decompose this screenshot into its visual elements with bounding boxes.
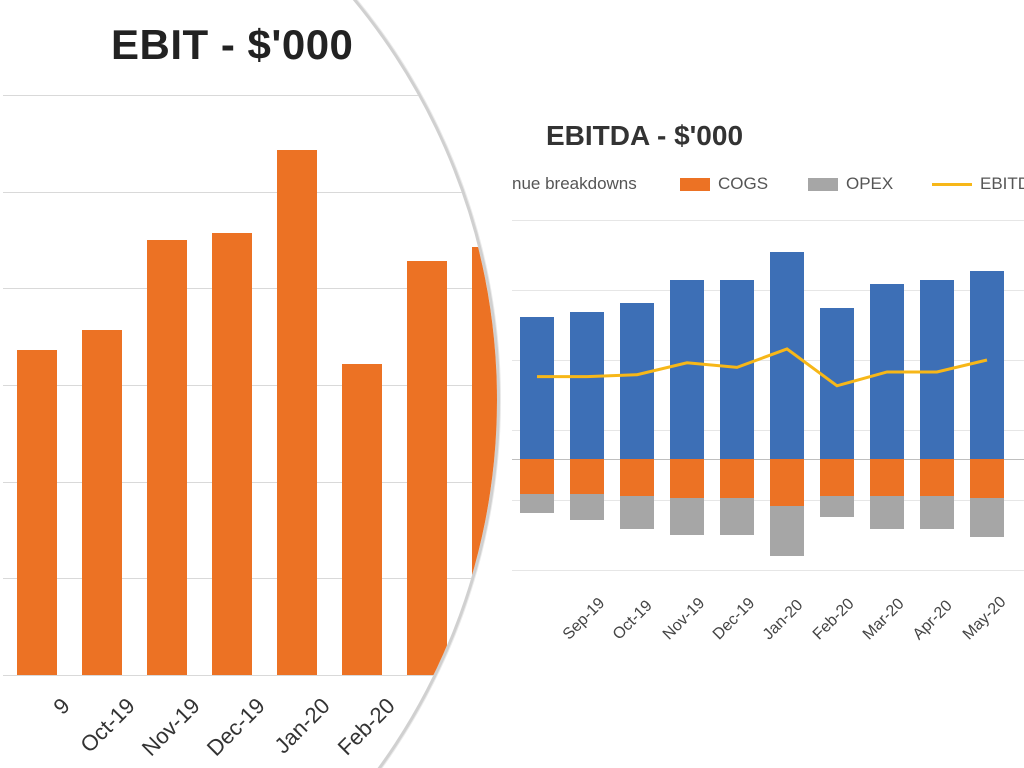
ebitda-x-label: Apr-20	[910, 586, 968, 644]
ebitda-x-label: Sep-19	[560, 586, 618, 644]
ebit-x-label: Feb-20	[325, 693, 400, 768]
ebit-x-label: Mar-20	[390, 693, 465, 768]
legend-swatch-opex	[808, 178, 838, 191]
legend-item-ebitda: EBITDA	[932, 174, 1024, 194]
ebitda-title: EBITDA - $'000	[546, 120, 743, 152]
legend-item-opex: OPEX	[808, 174, 893, 194]
ebit-x-label: Oct-19	[65, 693, 140, 768]
ebit-plot-area	[3, 95, 500, 675]
ebit-bar	[472, 247, 500, 675]
ebit-chart: EBIT - $'000 9Oct-19Nov-19Dec-19Jan-20Fe…	[3, 3, 500, 768]
legend-item-cogs: COGS	[680, 174, 768, 194]
legend-swatch-cogs	[680, 178, 710, 191]
legend-item-revenue: nue breakdowns	[512, 174, 637, 194]
ebitda-x-label: Nov-19	[660, 586, 718, 644]
ebitda-polyline	[537, 349, 987, 386]
ebit-lens: EBIT - $'000 9Oct-19Nov-19Dec-19Jan-20Fe…	[0, 0, 500, 768]
ebit-bar	[277, 150, 317, 675]
legend-label: nue breakdowns	[512, 174, 637, 194]
ebit-bar	[212, 233, 252, 675]
ebit-bar	[17, 350, 57, 675]
ebit-x-label: A	[455, 693, 500, 768]
figure-stage: EBITDA - $'000 nue breakdowns COGS OPEX …	[0, 0, 1024, 768]
ebit-gridline	[3, 192, 500, 193]
legend-label: EBITDA	[980, 174, 1024, 194]
ebit-gridline	[3, 675, 500, 676]
ebit-bar	[407, 261, 447, 675]
legend-label: COGS	[718, 174, 768, 194]
ebitda-chart: EBITDA - $'000 nue breakdowns COGS OPEX …	[512, 120, 1024, 680]
ebit-x-label: Nov-19	[130, 693, 205, 768]
ebit-x-label: Dec-19	[195, 693, 270, 768]
ebit-bar	[147, 240, 187, 675]
ebitda-line-series	[512, 220, 1024, 570]
ebitda-gridline	[512, 570, 1024, 571]
ebit-bar	[82, 330, 122, 675]
legend-line-ebitda	[932, 183, 972, 186]
ebitda-x-label: Oct-19	[610, 586, 668, 644]
ebitda-x-label: Feb-20	[810, 586, 868, 644]
legend-label: OPEX	[846, 174, 893, 194]
ebitda-x-label: Dec-19	[710, 586, 768, 644]
ebitda-x-label: Mar-20	[860, 586, 918, 644]
ebitda-legend: nue breakdowns COGS OPEX EBITDA	[512, 174, 1024, 204]
ebit-title: EBIT - $'000	[111, 21, 353, 69]
ebitda-x-label: May-20	[960, 586, 1018, 644]
ebitda-x-label: Jan-20	[760, 586, 818, 644]
ebit-x-label: Jan-20	[260, 693, 335, 768]
ebitda-plot-area	[512, 220, 1024, 570]
ebit-x-label: 9	[0, 693, 75, 768]
ebit-gridline	[3, 95, 500, 96]
ebit-bar	[342, 364, 382, 675]
